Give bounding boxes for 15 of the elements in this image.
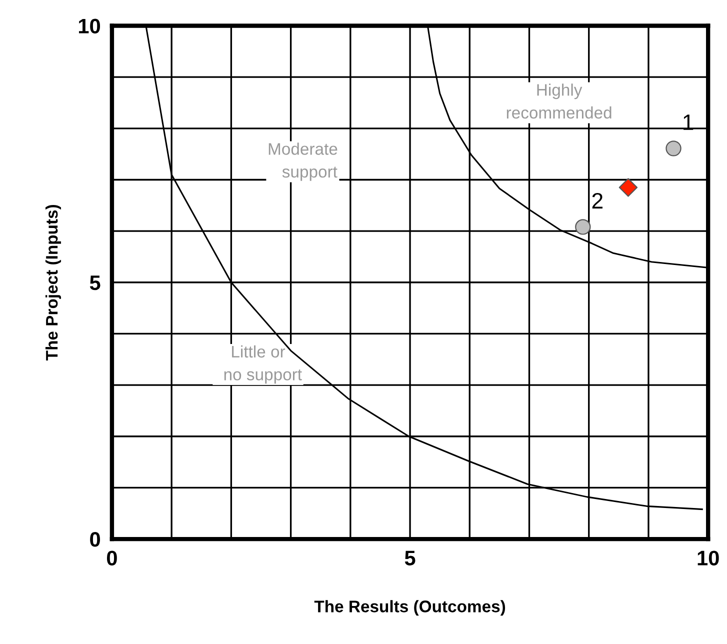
x-tick-label: 5 [404, 550, 416, 566]
x-tick-label: 10 [698, 550, 719, 566]
annotation: Little or no support [224, 345, 302, 384]
y-tick-label: 5 [90, 276, 100, 290]
point [666, 140, 682, 156]
annotation: Moderate support [268, 142, 338, 181]
y-tick-label: 10 [78, 18, 100, 34]
x-axis-title: The Results (Outcomes) [314, 600, 506, 616]
y-axis-title: The Project (Inputs) [45, 204, 62, 360]
point [618, 178, 638, 197]
annotation: Highly recommended [506, 84, 612, 119]
x-tick-label: 0 [106, 550, 117, 566]
y-tick-label: 0 [90, 532, 100, 547]
point [575, 219, 591, 235]
annotation: 2 [592, 192, 602, 208]
